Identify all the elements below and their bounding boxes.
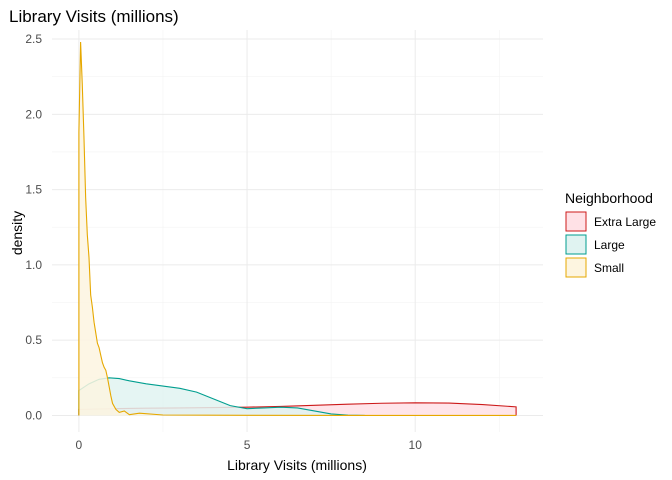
legend-items: Extra Large Large Small [565, 211, 656, 278]
area-layer [78, 42, 517, 416]
tick-layer: 0 5 10 0.0 0.5 1.0 1.5 2.0 2.5 [25, 32, 422, 452]
grid-layer [52, 30, 543, 432]
y-tick-label: 1.0 [25, 258, 42, 272]
legend-label-large: Large [594, 238, 625, 252]
density-area-small [78, 42, 517, 416]
x-tick-label: 5 [244, 438, 251, 452]
y-axis-title: density [9, 211, 25, 255]
density-line-small [78, 42, 517, 416]
x-tick-label: 0 [76, 438, 83, 452]
chart-title: Library Visits (millions) [9, 7, 179, 26]
legend-label-extra-large: Extra Large [594, 215, 656, 229]
y-tick-label: 0.0 [25, 408, 42, 422]
legend-key-small [565, 257, 587, 278]
legend-label-small: Small [594, 261, 624, 275]
legend-title: Neighborhood [565, 190, 653, 206]
legend-key-extra-large [565, 211, 587, 232]
y-tick-label: 0.5 [25, 333, 42, 347]
y-tick-label: 1.5 [25, 183, 42, 197]
y-tick-label: 2.5 [25, 32, 42, 46]
x-tick-label: 10 [409, 438, 423, 452]
y-tick-label: 2.0 [25, 107, 42, 121]
legend: Neighborhood Extra Large Large Small [565, 190, 656, 278]
legend-key-large [565, 234, 587, 255]
density-area-large [78, 377, 365, 416]
x-axis-title: Library Visits (millions) [227, 457, 367, 473]
